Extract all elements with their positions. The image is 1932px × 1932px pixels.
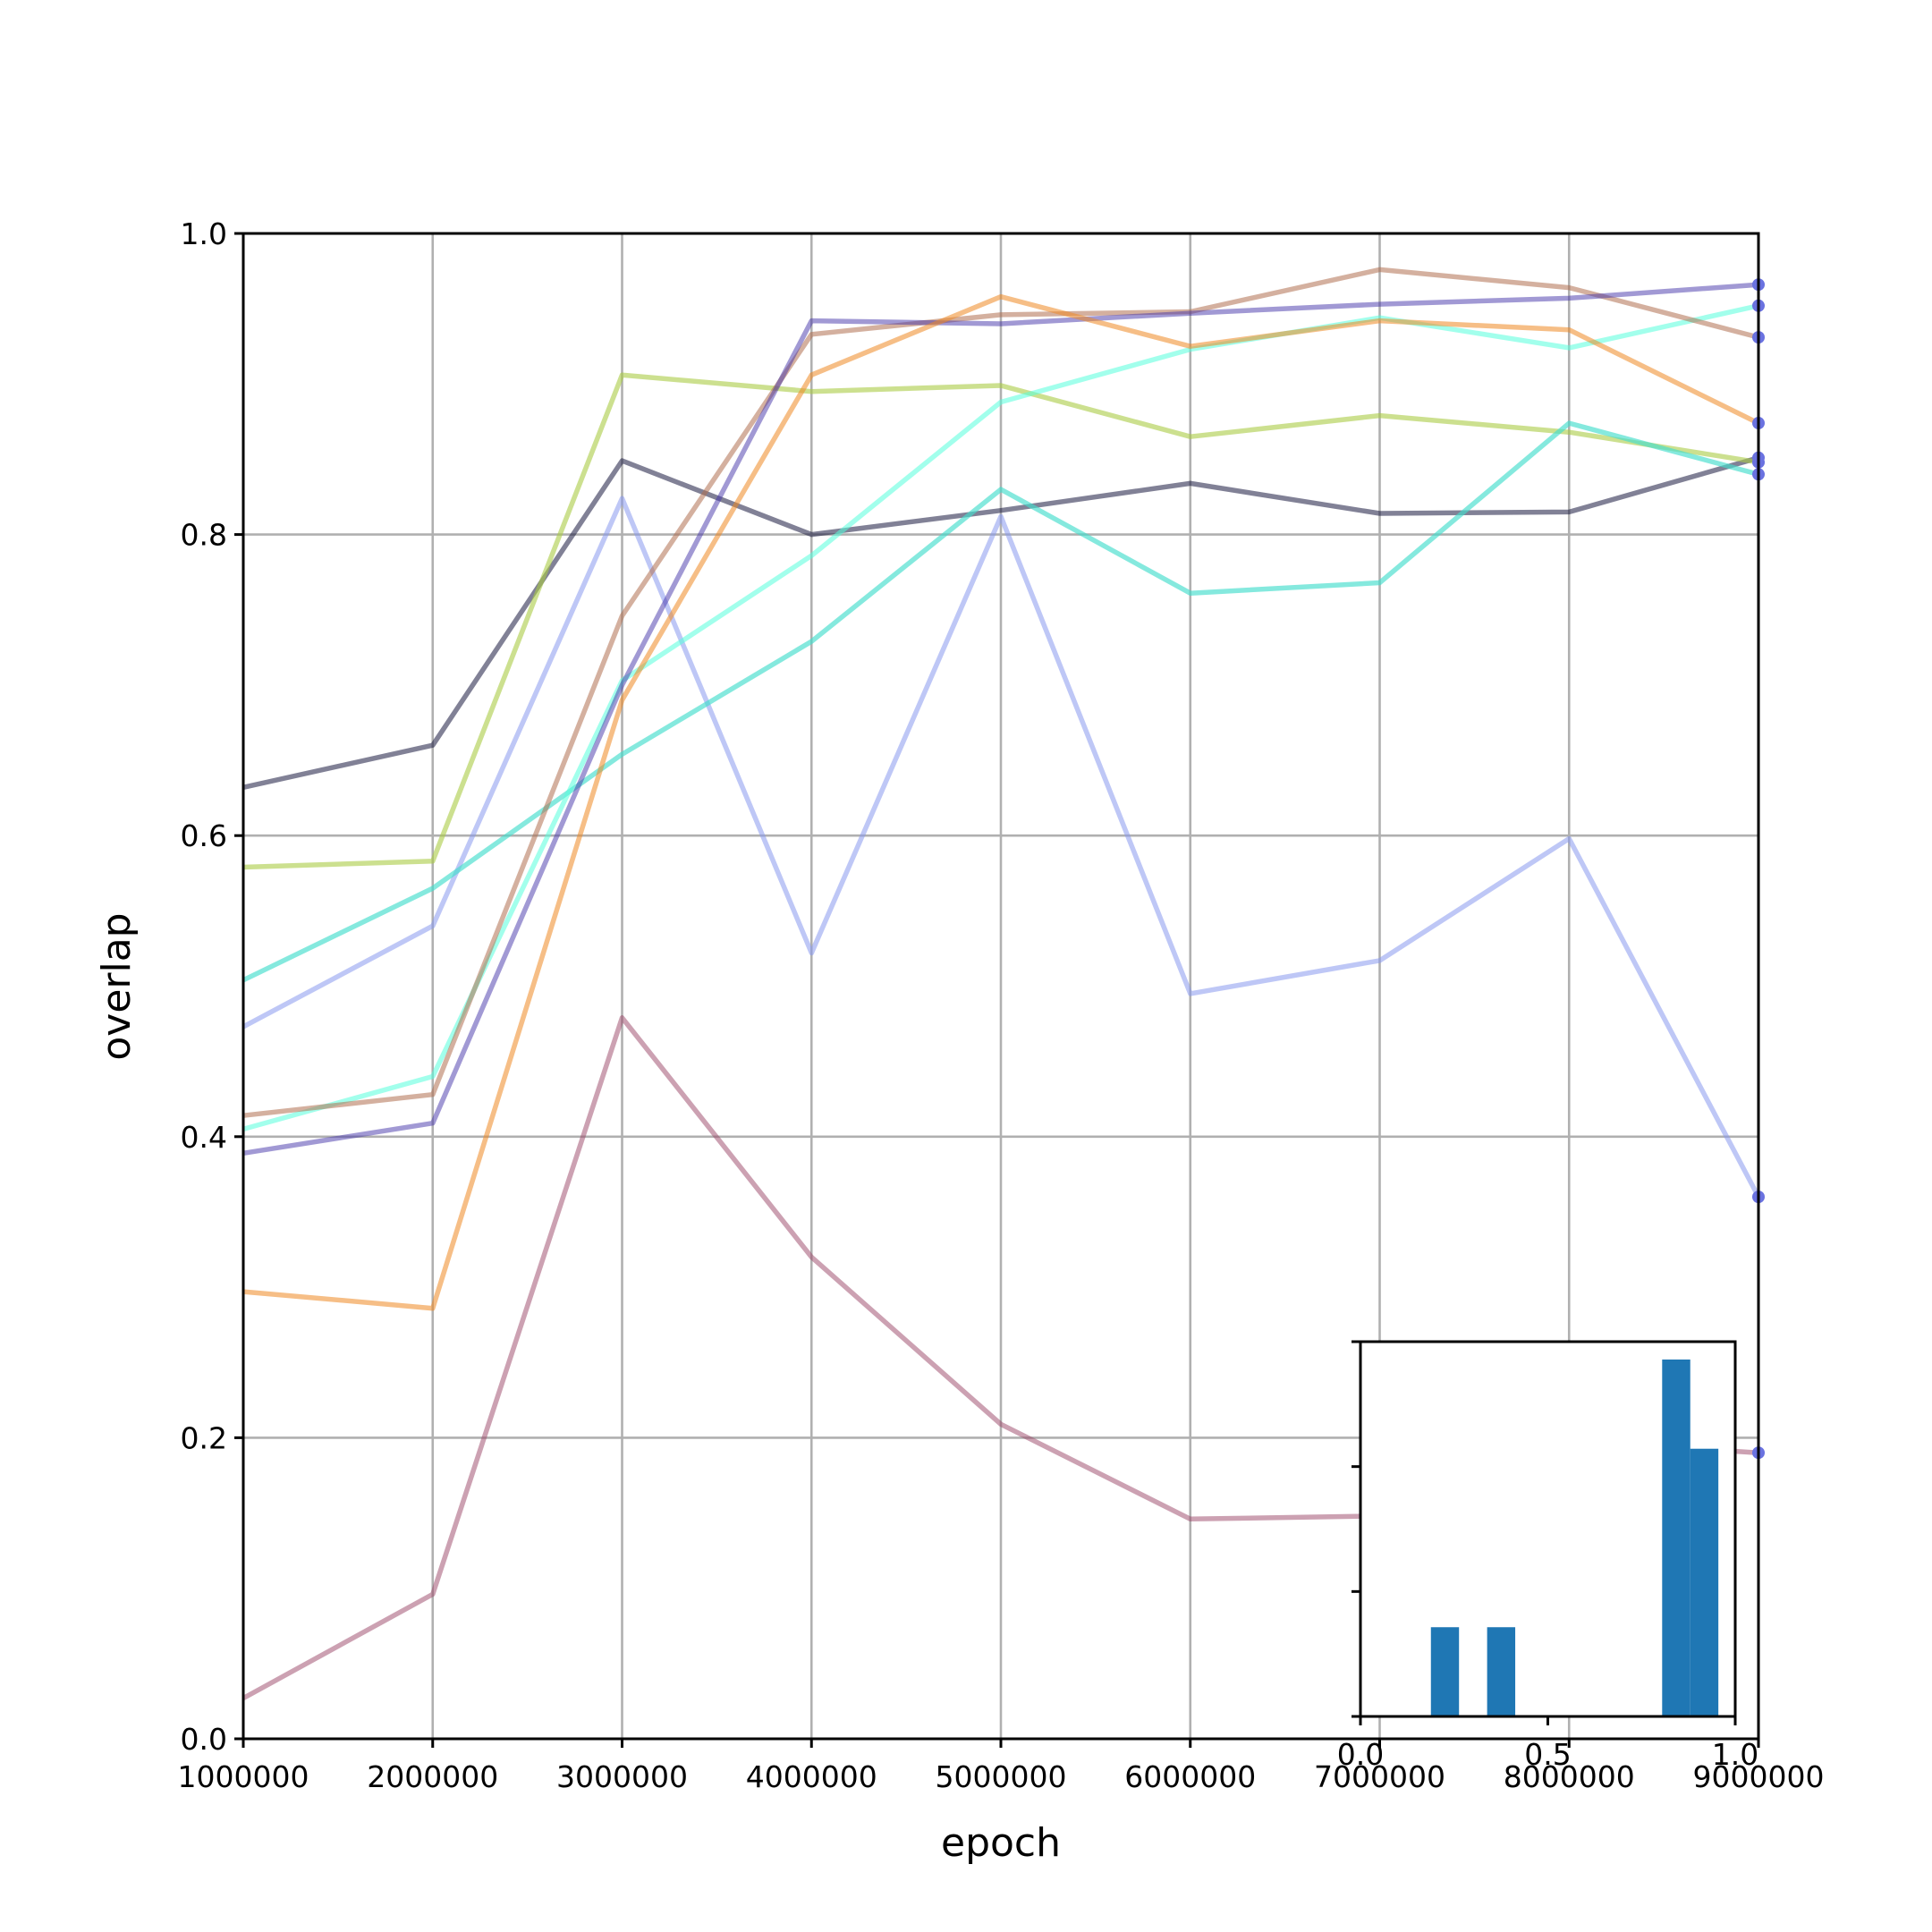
x-tick-label: 5000000 bbox=[936, 1759, 1067, 1794]
x-axis-label: epoch bbox=[941, 1820, 1061, 1866]
x-tick-label: 3000000 bbox=[556, 1759, 688, 1794]
x-tick-label: 2000000 bbox=[367, 1759, 498, 1794]
x-tick-label: 1000000 bbox=[178, 1759, 309, 1794]
inset-x-tick-label: 0.0 bbox=[1337, 1737, 1384, 1772]
main-series-group bbox=[242, 267, 1761, 1701]
histogram-bar bbox=[1690, 1448, 1719, 1716]
series-line-7 bbox=[242, 282, 1759, 1157]
x-tick-label: 8000000 bbox=[1504, 1759, 1635, 1794]
inset-x-tick-labels: 0.0 0.5 1.0 bbox=[1337, 1737, 1758, 1772]
x-tick-label: 9000000 bbox=[1693, 1759, 1825, 1794]
y-tick-label: 0.0 bbox=[181, 1722, 227, 1757]
x-tick-labels: 1000000 2000000 3000000 4000000 5000000 60000… bbox=[178, 1759, 1825, 1794]
y-tick-label: 1.0 bbox=[181, 216, 227, 251]
histogram-bar bbox=[1430, 1627, 1460, 1716]
y-tick-label: 0.2 bbox=[181, 1420, 227, 1455]
inset-bars bbox=[1430, 1359, 1719, 1716]
inset-ticks bbox=[1352, 1340, 1737, 1725]
x-tick-label: 6000000 bbox=[1124, 1759, 1256, 1794]
y-tick-labels: 0.0 0.2 0.4 0.6 0.8 1.0 bbox=[181, 216, 227, 1757]
inset-x-tick-label: 1.0 bbox=[1712, 1737, 1758, 1772]
series-line-1 bbox=[242, 455, 1759, 790]
y-tick-label: 0.6 bbox=[181, 818, 227, 853]
x-tick-label: 4000000 bbox=[746, 1759, 877, 1794]
main-end-markers bbox=[1752, 278, 1765, 1460]
inset-histogram: 0.0 0.5 1.0 bbox=[1337, 1340, 1758, 1772]
series-line-8 bbox=[242, 293, 1760, 1311]
histogram-bar bbox=[1487, 1627, 1516, 1716]
x-tick-label: 7000000 bbox=[1314, 1759, 1445, 1794]
y-axis-label: overlap bbox=[94, 912, 140, 1060]
y-tick-label: 0.4 bbox=[181, 1120, 227, 1155]
series-line-5 bbox=[242, 303, 1759, 1132]
y-tick-label: 0.8 bbox=[181, 518, 227, 553]
histogram-bar bbox=[1662, 1359, 1690, 1716]
series-line-4 bbox=[242, 420, 1759, 983]
series-line-6 bbox=[242, 267, 1759, 1118]
series-line-2 bbox=[242, 372, 1759, 870]
main-ticks bbox=[234, 232, 1760, 1748]
inset-x-tick-label: 0.5 bbox=[1524, 1737, 1571, 1772]
series-line-3 bbox=[242, 496, 1761, 1199]
